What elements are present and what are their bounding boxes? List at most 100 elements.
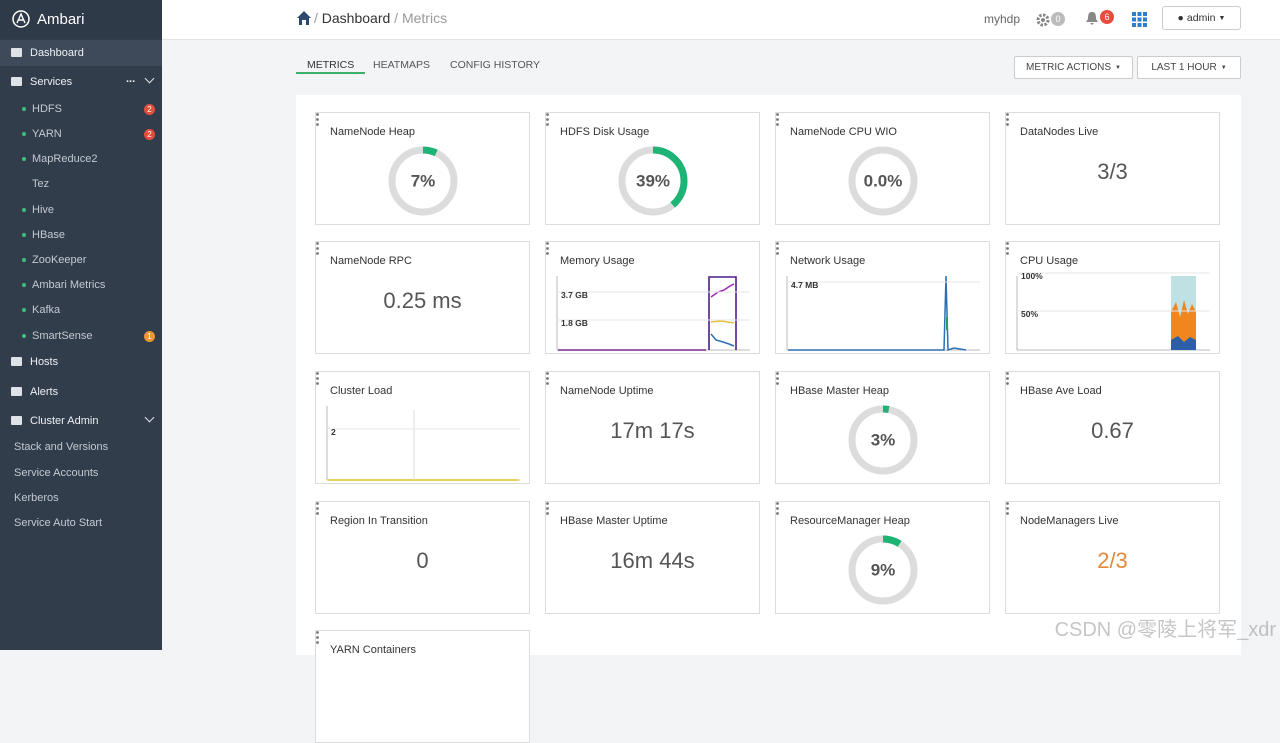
widget[interactable]: YARN Containers bbox=[315, 630, 530, 743]
widget-menu[interactable] bbox=[316, 502, 320, 515]
tab[interactable]: METRICS bbox=[307, 59, 354, 71]
menu-dot bbox=[546, 372, 549, 375]
nav-item[interactable]: Hive bbox=[0, 197, 162, 223]
nav-label: HDFS bbox=[32, 103, 62, 115]
widget-title: YARN Containers bbox=[330, 644, 416, 656]
menu-dot bbox=[316, 252, 319, 255]
gauge: 9% bbox=[843, 530, 923, 610]
nav-item[interactable]: Kafka bbox=[0, 297, 162, 323]
nav-item[interactable]: Hosts bbox=[0, 349, 162, 375]
bell-icon[interactable] bbox=[1085, 10, 1099, 26]
nav-item[interactable]: Service Accounts bbox=[0, 460, 162, 486]
apps-icon[interactable] bbox=[1132, 12, 1147, 27]
nav-item[interactable]: Dashboard bbox=[0, 40, 162, 66]
widget-menu[interactable] bbox=[776, 372, 780, 385]
menu-dot bbox=[546, 512, 549, 515]
widget-title: NameNode Heap bbox=[330, 126, 415, 138]
menu-dot bbox=[316, 118, 319, 121]
nav-label: Cluster Admin bbox=[30, 415, 98, 427]
nav-label: Hosts bbox=[30, 356, 58, 368]
crumb: Metrics bbox=[402, 10, 447, 26]
nav-item[interactable]: ZooKeeper bbox=[0, 247, 162, 273]
widget-title: NameNode CPU WIO bbox=[790, 126, 897, 138]
widget-title: ResourceManager Heap bbox=[790, 515, 910, 527]
nav-item[interactable]: Stack and Versions bbox=[0, 434, 162, 460]
nav-item[interactable]: Tez bbox=[0, 171, 162, 197]
chevron[interactable] bbox=[145, 74, 155, 84]
tab[interactable]: HEATMAPS bbox=[373, 59, 430, 71]
brand-name: Ambari bbox=[37, 11, 85, 28]
widget-menu[interactable] bbox=[1006, 113, 1010, 126]
gauge: 0.0% bbox=[843, 141, 923, 221]
nav-label: HBase bbox=[32, 229, 65, 241]
nav-item[interactable]: HBase bbox=[0, 222, 162, 248]
nav-item[interactable]: Kerberos bbox=[0, 485, 162, 511]
nav-item[interactable]: Services... bbox=[0, 69, 162, 95]
chevron[interactable] bbox=[145, 413, 155, 423]
widget-menu[interactable] bbox=[1006, 502, 1010, 515]
tab[interactable]: CONFIG HISTORY bbox=[450, 59, 540, 71]
nav-item[interactable]: MapReduce2 bbox=[0, 146, 162, 172]
widget-menu[interactable] bbox=[776, 502, 780, 515]
menu-dot bbox=[776, 123, 779, 126]
mini-chart: 3.7 GB1.8 GB bbox=[546, 242, 759, 353]
user-menu[interactable]: ●admin▼ bbox=[1162, 6, 1241, 30]
nav-item[interactable]: Cluster Admin bbox=[0, 408, 162, 434]
caret: ▼ bbox=[1221, 65, 1227, 71]
nav-icon bbox=[11, 48, 22, 57]
menu-dot bbox=[1006, 377, 1009, 380]
series-shape bbox=[711, 334, 734, 346]
widget-menu[interactable] bbox=[546, 502, 550, 515]
widget[interactable]: NameNode CPU WIO 0.0% bbox=[775, 112, 990, 225]
nav-label: Kerberos bbox=[14, 492, 59, 504]
ops-icon[interactable] bbox=[1035, 12, 1051, 28]
button-label: LAST 1 HOUR bbox=[1151, 62, 1216, 73]
nav-item[interactable]: Alerts bbox=[0, 379, 162, 405]
cluster-name: myhdp bbox=[984, 12, 1020, 26]
menu-dot bbox=[1006, 512, 1009, 515]
menu-dot bbox=[1006, 113, 1009, 116]
widget[interactable]: ResourceManager Heap 9% bbox=[775, 501, 990, 614]
button[interactable]: LAST 1 HOUR ▼ bbox=[1137, 56, 1241, 79]
caret: ▼ bbox=[1219, 15, 1226, 22]
nav-label: Alerts bbox=[30, 386, 58, 398]
home-icon[interactable] bbox=[296, 10, 312, 26]
widget-title: HBase Master Uptime bbox=[560, 515, 668, 527]
more[interactable]: ... bbox=[126, 73, 135, 85]
widget-menu[interactable] bbox=[776, 113, 780, 126]
axis-label: 100% bbox=[1021, 271, 1043, 281]
crumb[interactable]: Dashboard bbox=[322, 10, 391, 26]
button[interactable]: METRIC ACTIONS▼ bbox=[1014, 56, 1133, 79]
nav-item[interactable]: Ambari Metrics bbox=[0, 272, 162, 298]
widget-menu[interactable] bbox=[1006, 372, 1010, 385]
logo bbox=[12, 10, 30, 28]
widget-menu[interactable] bbox=[316, 113, 320, 126]
nav-item[interactable]: Service Auto Start bbox=[0, 510, 162, 536]
widget-menu[interactable] bbox=[546, 113, 550, 126]
widget-menu[interactable] bbox=[316, 242, 320, 255]
widget-menu[interactable] bbox=[546, 372, 550, 385]
gauge-label: 9% bbox=[871, 560, 896, 579]
brand[interactable]: Ambari bbox=[0, 0, 162, 38]
status-dot bbox=[22, 132, 26, 136]
widget-menu[interactable] bbox=[316, 631, 320, 644]
nav-label: Tez bbox=[32, 178, 49, 190]
